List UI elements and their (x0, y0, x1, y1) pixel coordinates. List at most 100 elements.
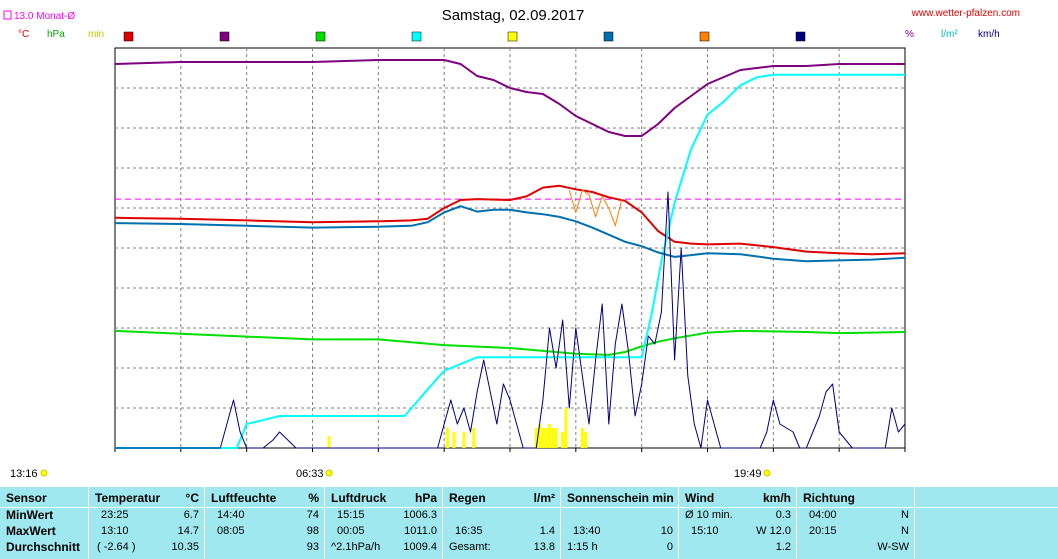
chart-title: Samstag, 02.09.2017 (442, 7, 585, 24)
stats-col-empty (914, 487, 1058, 559)
luftfeuchte-unit: % (308, 491, 319, 505)
wind-unit: km/h (762, 491, 791, 505)
luftdruck-max-time: 00:05 (337, 525, 365, 537)
sonnenschein-bar (472, 428, 476, 448)
regen-header: Regen (449, 491, 486, 505)
series-group (114, 59, 906, 449)
legend-swatch (315, 31, 326, 42)
luftfeuchte-header: Luftfeuchte (211, 491, 277, 505)
sonnenschein-bar (462, 432, 466, 448)
wind-avg-val: 1.2 (775, 541, 791, 553)
sonnenschein-bar (452, 432, 456, 448)
luftfeuchte-min-time: 14:40 (217, 509, 245, 521)
stats-header-divider (0, 507, 1058, 508)
legend-swatch (219, 31, 230, 42)
stats-col-luftdruck: Luftdruck hPa 15:15 1006.3 00:05 1011.0 … (324, 487, 443, 559)
stats-col-richtung: Richtung 04:00 N 20:15 N W-SW (796, 487, 915, 559)
stats-col-sonnenschein: Sonnenschein min 13:40 10 1:15 h 0 (560, 487, 679, 559)
stats-table: Sensor MinWert MaxWert Durchschnitt Temp… (0, 487, 1058, 559)
chart-legend (123, 31, 806, 42)
luftdruck-min-val: 1006.3 (403, 509, 437, 521)
sonne-avg-extra: 1:15 h (567, 541, 598, 553)
luftdruck-header: Luftdruck (331, 491, 387, 505)
temperatur-unit: °C (185, 491, 199, 505)
sonne-max-time: 13:40 (573, 525, 601, 537)
row-label-minwert: MinWert (6, 508, 54, 522)
sonnenschein-bar (580, 428, 584, 448)
temperatur-min-val: 6.7 (183, 509, 199, 521)
richtung-max-time: 20:15 (809, 525, 837, 537)
regen-max-time: 16:35 (455, 525, 483, 537)
series-line-taupunkt (114, 205, 906, 263)
series-line-temperatur (114, 184, 906, 256)
richtung-min-val: N (901, 509, 909, 521)
luftdruck-max-val: 1011.0 (404, 525, 437, 537)
temperatur-min-time: 23:25 (101, 509, 129, 521)
sonnenschein-bar (327, 436, 331, 448)
wind-header: Wind (685, 491, 715, 505)
sonnenschein-bar (534, 428, 538, 448)
wind-min-val: 0.3 (775, 509, 791, 521)
temperatur-max-time: 13:10 (101, 525, 129, 537)
sunrise-icon (325, 469, 333, 477)
luftfeuchte-max-val: 98 (306, 525, 319, 537)
sonnenschein-bar (561, 432, 565, 448)
monat-icon (3, 10, 12, 20)
website-link[interactable]: www.wetter-pfalzen.com (911, 8, 1020, 19)
min-unit-label: min (88, 29, 104, 40)
luftdruck-min-time: 15:15 (337, 509, 365, 521)
series-line-windböen (115, 191, 906, 449)
luftfeuchte-max-time: 08:05 (217, 525, 245, 537)
richtung-header: Richtung (803, 491, 855, 505)
series-line-regen (115, 73, 905, 449)
luftfeuchte-min-val: 74 (306, 509, 319, 521)
temperatur-avg-val: 10.35 (171, 541, 199, 553)
luftdruck-avg-extra: ^2.1hPa/h (331, 541, 381, 553)
sonne-avg-val: 0 (666, 541, 673, 553)
luftdruck-avg-val: 1009.4 (403, 541, 437, 553)
sonne-header: Sonnenschein min (567, 491, 674, 505)
luftdruck-unit: hPa (414, 491, 437, 505)
sonnenschein-bar (541, 428, 545, 448)
row-label-durchschnitt: Durchschnitt (6, 540, 81, 554)
regen-avg-extra: Gesamt: (449, 541, 491, 553)
temperatur-avg-extra: ( -2.64 ) (97, 541, 136, 553)
sonnenschein-bar (544, 428, 548, 448)
weather-chart: Samstag, 02.09.2017 www.wetter-pfalzen.c… (3, 7, 1020, 480)
row-label-maxwert: MaxWert (6, 524, 56, 538)
series-line-luftfeuchte (114, 59, 905, 137)
sunset-label: 19:49 (734, 468, 762, 480)
richtung-min-time: 04:00 (809, 509, 837, 521)
lm2-unit-label: l/m² (941, 29, 958, 40)
legend-swatch (507, 31, 518, 42)
wind-max-time: 15:10 (691, 525, 719, 537)
stats-col-wind: Wind km/h Ø 10 min. 0.3 15:10 W 12.0 1.2 (678, 487, 797, 559)
sunset-icon (763, 469, 771, 477)
regen-avg-val: 13.8 (533, 541, 555, 553)
legend-swatch (123, 31, 134, 42)
sonnenschein-bar (551, 428, 555, 448)
sonnenschein-bar (538, 424, 542, 448)
luftfeuchte-avg-val: 93 (306, 541, 319, 553)
sunrise-label: 06:33 (296, 468, 324, 480)
stats-col-regen: Regen l/m² 16:35 1.4 Gesamt: 13.8 (442, 487, 561, 559)
stats-col-luftfeuchte: Luftfeuchte % 14:40 74 08:05 98 93 (204, 487, 325, 559)
sun-markers: 13:16 06:33 19:49 (10, 468, 771, 480)
monat-label: 13.0 Monat-Ø (14, 11, 75, 22)
row-label-sensor: Sensor (6, 491, 47, 505)
legend-swatch (795, 31, 806, 42)
hpa-unit-label: hPa (47, 29, 65, 40)
stats-col-temperatur: Temperatur °C 23:25 6.7 13:10 14.7 ( -2.… (88, 487, 205, 559)
regen-max-val: 1.4 (539, 525, 555, 537)
sonnenschein-bar (554, 428, 558, 448)
sonnenschein-bar (564, 408, 568, 448)
sun-left-icon (40, 469, 48, 477)
left-time-label: 13:16 (10, 468, 38, 480)
regen-unit: l/m² (533, 491, 555, 505)
temperatur-max-val: 14.7 (177, 525, 199, 537)
sonnenschein-bar (584, 432, 588, 448)
wind-max-val: W 12.0 (756, 525, 791, 537)
richtung-max-val: N (901, 525, 909, 537)
sonnenschein-bar (548, 424, 551, 448)
temp-unit-label: °C (18, 29, 29, 40)
